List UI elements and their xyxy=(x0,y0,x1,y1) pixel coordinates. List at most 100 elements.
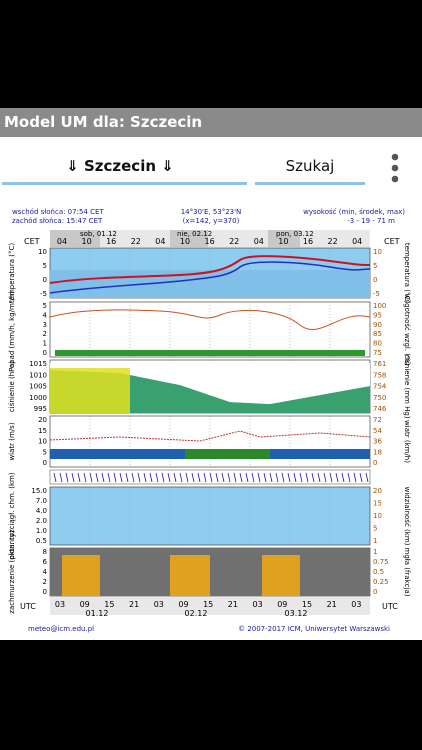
left-axis-label: opad (mm/h, kg/m²/h) xyxy=(8,291,16,369)
wind-arrow xyxy=(281,472,285,483)
left-tick: 1010 xyxy=(29,371,47,379)
wind-arrow xyxy=(155,472,159,483)
hour-label: 09 xyxy=(277,600,287,609)
left-tick: 4 xyxy=(43,568,48,576)
wind-arrow xyxy=(341,472,345,483)
bottom-zone: UTC xyxy=(382,602,398,611)
night-band xyxy=(170,230,208,247)
right-axis-label: wilgotność wzgl. (%) xyxy=(403,294,411,366)
right-tick: 0.5 xyxy=(373,568,384,576)
wind-arrow xyxy=(299,472,303,483)
wind-arrow xyxy=(239,472,243,483)
hour-label: 04 xyxy=(155,237,165,246)
sunrise: wschód słońca: 07:54 CET xyxy=(12,208,104,216)
city-tab[interactable]: ⇓ Szczecin ⇓ xyxy=(66,157,174,175)
hour-label: 10 xyxy=(180,237,190,246)
right-tick: 754 xyxy=(373,383,387,391)
wind-arrow xyxy=(113,472,117,483)
panel xyxy=(49,486,371,546)
hour-label: 03 xyxy=(253,600,263,609)
left-axis-label: wiatr (m/s) xyxy=(8,422,16,460)
right-tick: 761 xyxy=(373,360,386,368)
cloud-sun xyxy=(170,555,210,596)
right-axis-label: ciśnienie (mm Hg) xyxy=(403,354,411,418)
wind-gust xyxy=(49,430,371,442)
right-tick: -5 xyxy=(373,290,380,298)
hour-label: 16 xyxy=(106,237,116,246)
left-axis-label: pion. rozciągł. chm. (km) xyxy=(8,472,16,559)
right-tick: 0.75 xyxy=(373,558,389,566)
right-tick: 95 xyxy=(373,311,382,319)
right-axis-label: widzialność (km) xyxy=(403,487,411,546)
left-tick: 5 xyxy=(43,448,47,456)
contact: meteo@icm.edu.pl xyxy=(28,625,94,633)
hour-label: 22 xyxy=(131,237,141,246)
right-tick: 746 xyxy=(373,405,387,413)
wind-arrow xyxy=(293,472,297,483)
wind-arrow xyxy=(71,472,75,483)
right-tick: 1 xyxy=(373,537,377,545)
left-tick: 1000 xyxy=(29,394,47,402)
wind-arrow xyxy=(359,472,363,483)
hour-label: 21 xyxy=(129,600,139,609)
left-tick: 5 xyxy=(43,262,47,270)
grid-point: (x=142, y=370) xyxy=(183,217,240,225)
wind-arrow xyxy=(161,472,165,483)
search-tab[interactable]: Szukaj xyxy=(285,157,335,175)
menu-button[interactable] xyxy=(388,153,402,185)
right-tick: 20 xyxy=(373,487,382,495)
wind-arrow xyxy=(125,472,129,483)
left-tick: 3 xyxy=(43,321,47,329)
wind-arrow xyxy=(137,472,141,483)
left-tick: 0.5 xyxy=(36,537,47,545)
right-axis-label: temperatura (°C) xyxy=(403,243,411,303)
left-tick: 5 xyxy=(43,302,47,310)
left-tick: 2 xyxy=(43,578,47,586)
wind-arrow xyxy=(287,472,291,483)
night-band xyxy=(50,230,100,247)
sunset: zachód słońca: 15:47 CET xyxy=(12,217,103,225)
wind-arrow xyxy=(53,472,57,483)
tab-underline xyxy=(255,182,365,185)
right-tick: 75 xyxy=(373,349,382,357)
left-tick: 10 xyxy=(38,248,47,256)
wind-arrow xyxy=(95,472,99,483)
hour-label: 21 xyxy=(327,600,337,609)
wind-arrow xyxy=(311,472,315,483)
left-tick: 995 xyxy=(34,405,47,413)
left-tick: 0 xyxy=(43,588,47,596)
right-tick: 80 xyxy=(373,340,382,348)
left-tick: 0 xyxy=(43,276,47,284)
left-tick: 4.0 xyxy=(36,507,47,515)
right-axis-label: wiatr (km/h) xyxy=(403,420,411,463)
left-tick: 7.0 xyxy=(36,497,47,505)
content: ⇓ Szczecin ⇓ Szukaj wschód słońca: 07:54… xyxy=(0,137,422,640)
hour-label: 04 xyxy=(254,237,264,246)
left-tick: 2.0 xyxy=(36,517,47,525)
wind-arrow xyxy=(77,472,81,483)
right-tick: 10 xyxy=(373,512,382,520)
hour-label: 03 xyxy=(55,600,65,609)
humidity-line xyxy=(49,309,371,331)
wind-arrow xyxy=(191,472,195,483)
pressure-yellow xyxy=(50,368,130,413)
wind-arrow xyxy=(167,472,171,483)
coords: 14°30'E, 53°23'N xyxy=(181,208,242,216)
wind-arrow xyxy=(221,472,225,483)
sky xyxy=(50,270,370,298)
hour-label: 03 xyxy=(351,600,361,609)
hour-label: 16 xyxy=(303,237,313,246)
left-tick: 0 xyxy=(43,459,47,467)
wind-arrow xyxy=(173,472,177,483)
left-tick: 4 xyxy=(43,311,48,319)
left-tick: 1.0 xyxy=(36,527,47,535)
left-tick: 15.0 xyxy=(31,487,47,495)
left-tick: 10 xyxy=(38,438,47,446)
left-axis-label: temperatura (°C) xyxy=(8,243,16,303)
left-tick: 20 xyxy=(38,416,47,424)
wind-arrow xyxy=(101,472,105,483)
left-tick: 1005 xyxy=(29,383,47,391)
hour-label: 09 xyxy=(178,600,188,609)
left-tick: 2 xyxy=(43,330,47,338)
